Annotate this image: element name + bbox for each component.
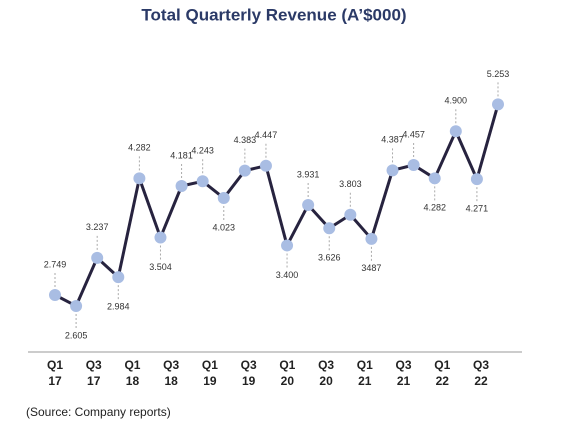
x-tick-label: Q1 bbox=[202, 358, 218, 372]
x-tick-label: 17 bbox=[48, 374, 62, 388]
marker bbox=[344, 208, 357, 221]
x-tick-label: 21 bbox=[397, 374, 411, 388]
revenue-line bbox=[54, 104, 500, 308]
marker bbox=[154, 231, 167, 244]
marker bbox=[365, 232, 378, 245]
source-note: (Source: Company reports) bbox=[26, 405, 171, 419]
x-tick-label: Q1 bbox=[434, 358, 450, 372]
marker bbox=[428, 172, 441, 185]
x-tick-label: Q1 bbox=[47, 358, 63, 372]
data-label: 4.282 bbox=[423, 203, 446, 213]
data-label: 4.181 bbox=[170, 150, 193, 160]
data-label: 4.282 bbox=[128, 143, 151, 153]
x-tick-label: 21 bbox=[358, 374, 372, 388]
data-label: 4.271 bbox=[466, 204, 489, 214]
data-label: 3.626 bbox=[318, 253, 341, 263]
data-label: 3.504 bbox=[149, 262, 172, 272]
x-tick-label: 20 bbox=[281, 374, 295, 388]
marker bbox=[407, 158, 420, 171]
data-label: 5.253 bbox=[487, 69, 510, 79]
x-tick-label: 19 bbox=[203, 374, 217, 388]
x-tick-label: Q3 bbox=[473, 358, 489, 372]
marker bbox=[70, 299, 83, 312]
x-tick-label: Q3 bbox=[241, 358, 257, 372]
marker bbox=[175, 180, 188, 193]
data-label: 3487 bbox=[361, 263, 381, 273]
data-label: 4.383 bbox=[234, 135, 257, 145]
data-label: 4.447 bbox=[255, 130, 278, 140]
marker bbox=[238, 164, 251, 177]
marker bbox=[302, 199, 315, 212]
data-label: 4.023 bbox=[212, 222, 235, 232]
marker bbox=[133, 172, 146, 185]
marker bbox=[196, 175, 209, 188]
x-tick-label: Q3 bbox=[86, 358, 102, 372]
data-label: 3.931 bbox=[297, 169, 320, 179]
data-label: 3.237 bbox=[86, 222, 109, 232]
x-tick-label: Q3 bbox=[163, 358, 179, 372]
data-label: 4.387 bbox=[381, 135, 404, 145]
x-tick-label: 20 bbox=[319, 374, 333, 388]
x-tick-label: 22 bbox=[436, 374, 450, 388]
x-tick-label: 17 bbox=[87, 374, 101, 388]
x-tick-label: Q1 bbox=[124, 358, 140, 372]
x-tick-label: 22 bbox=[474, 374, 488, 388]
chart-title: Total Quarterly Revenue (A’$000) bbox=[141, 5, 406, 24]
marker bbox=[259, 159, 272, 172]
data-label: 4.243 bbox=[191, 146, 214, 156]
x-tick-label: Q1 bbox=[279, 358, 295, 372]
x-tick-label: 19 bbox=[242, 374, 256, 388]
marker bbox=[281, 239, 294, 252]
data-label: 3.803 bbox=[339, 179, 362, 189]
x-tick-label: Q1 bbox=[357, 358, 373, 372]
marker bbox=[492, 98, 504, 111]
x-tick-label: 18 bbox=[165, 374, 179, 388]
marker bbox=[217, 192, 230, 205]
data-label: 2.605 bbox=[65, 330, 88, 340]
data-label: 4.900 bbox=[445, 96, 468, 106]
data-label: 3.400 bbox=[276, 270, 299, 280]
data-label: 2.984 bbox=[107, 301, 130, 311]
marker bbox=[323, 222, 336, 235]
marker bbox=[386, 164, 399, 177]
marker bbox=[49, 288, 61, 301]
marker bbox=[470, 173, 483, 186]
x-tick-label: Q3 bbox=[396, 358, 412, 372]
marker bbox=[449, 125, 462, 138]
x-tick-label: 18 bbox=[126, 374, 140, 388]
marker bbox=[91, 251, 104, 264]
x-tick-label: Q3 bbox=[318, 358, 334, 372]
data-label: 4.457 bbox=[402, 129, 425, 139]
marker bbox=[112, 271, 125, 284]
data-label: 2.749 bbox=[44, 259, 67, 269]
